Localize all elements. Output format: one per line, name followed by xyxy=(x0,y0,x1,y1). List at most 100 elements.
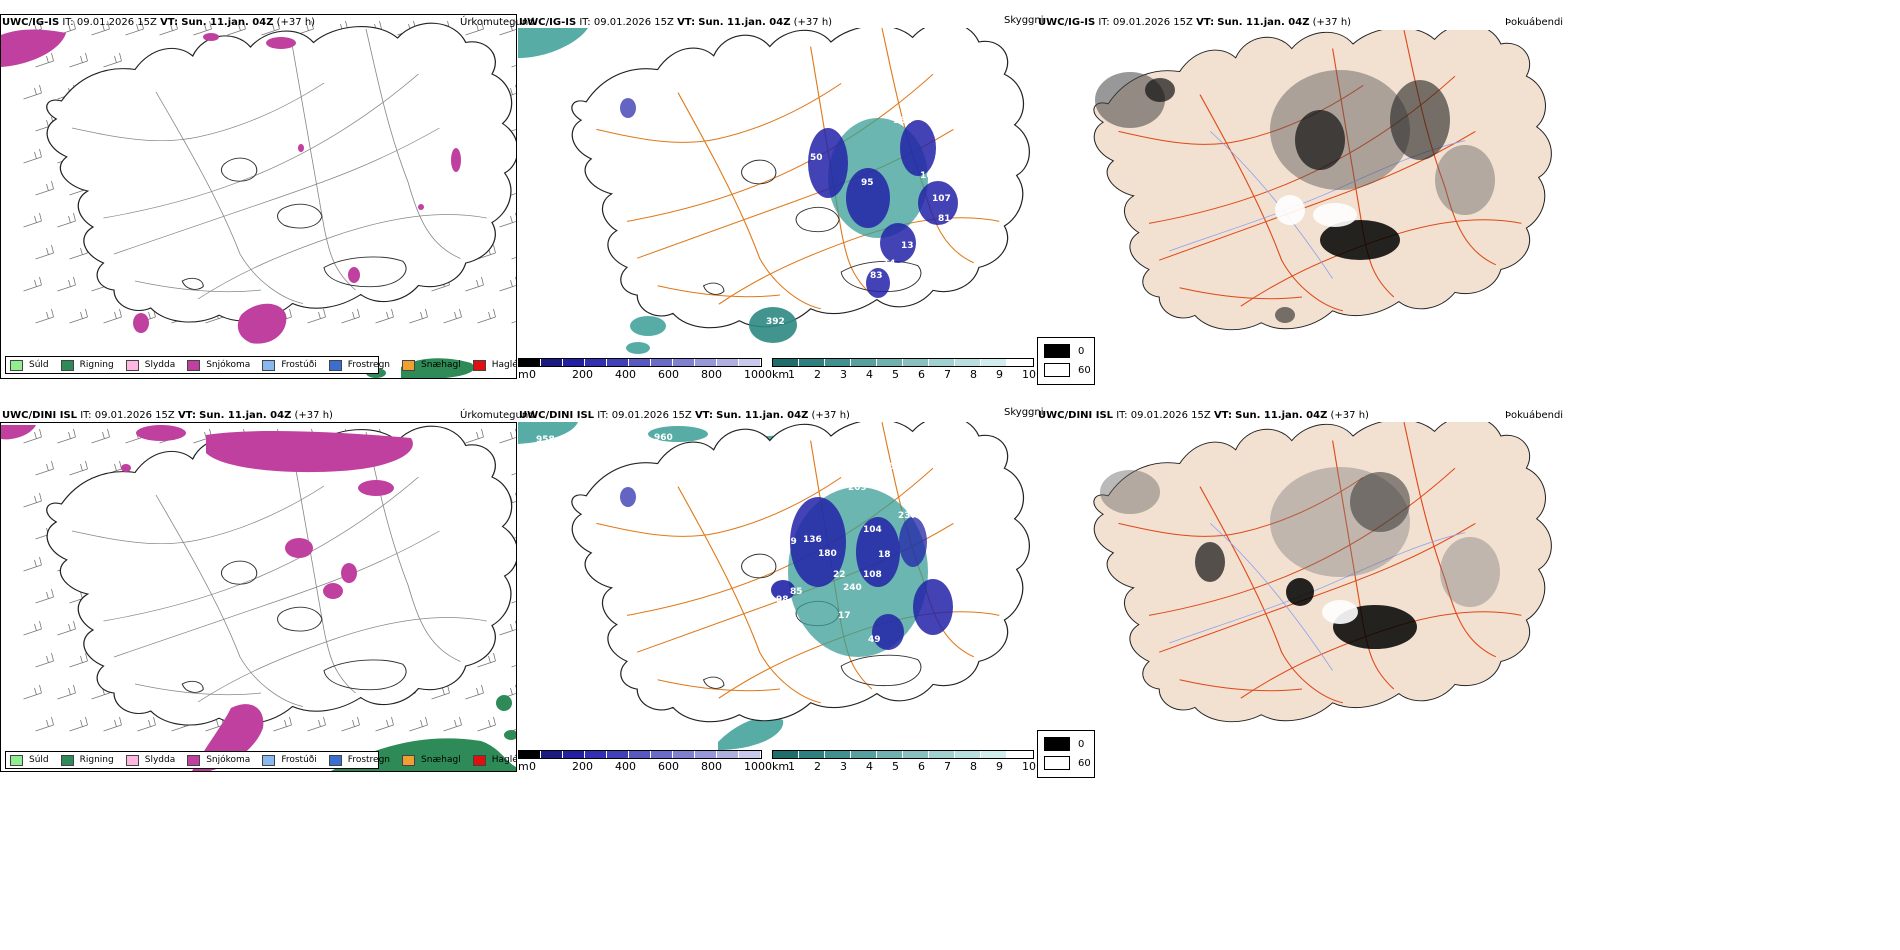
wind-barb xyxy=(499,212,516,228)
colorbar-tick: 200 xyxy=(572,760,593,773)
wind-barb xyxy=(477,716,496,732)
legend-swatch xyxy=(402,359,416,371)
fog-low-label: 60 xyxy=(1078,758,1091,769)
legend-label: Rigning xyxy=(79,360,114,370)
fog-high-label: 0 xyxy=(1078,346,1085,357)
visibility-panel-ig: 162 50 95 16 107 81 18 12 13 14 83 392 xyxy=(518,28,1038,358)
wind-barb xyxy=(511,129,516,132)
wind-barb xyxy=(307,716,326,732)
visibility-value: 108 xyxy=(863,570,882,580)
visibility-value: 49 xyxy=(868,635,881,645)
visibility-panel-dini: 958 960 959 957 163 209 84 237 192 119 136 180 104 18… xyxy=(518,422,1038,750)
colorbar-tick: 1000 xyxy=(744,368,772,381)
colorbar-tick: 1000 xyxy=(744,760,772,773)
wind-barb xyxy=(499,428,516,444)
colorbar-height-ig: m 0 200 400 600 800 1000 xyxy=(518,358,772,384)
legend-item: Snjókoma xyxy=(187,359,250,371)
wind-barb xyxy=(57,276,76,292)
legend-label: Haglél xyxy=(491,755,516,765)
wind-barb xyxy=(23,492,42,508)
legend-label: Frostregn xyxy=(347,755,391,765)
colorbar-tick: 7 xyxy=(944,760,951,773)
wind-barb xyxy=(511,729,516,732)
visibility-patches xyxy=(620,487,953,657)
wind-barb xyxy=(69,460,88,476)
visibility-value: 237 xyxy=(898,511,917,521)
snow-areas xyxy=(1,425,413,771)
visibility-value: 392 xyxy=(766,317,785,327)
colorbar-tick: 9 xyxy=(996,760,1003,773)
colorbar-tick: 3 xyxy=(840,760,847,773)
precip-type-map-ig xyxy=(1,20,516,378)
colorbar-tick: 2 xyxy=(814,760,821,773)
legend-swatch xyxy=(472,359,486,371)
colorbar-tick: 7 xyxy=(944,368,951,381)
legend-swatch xyxy=(60,754,74,766)
fog-legend-ig: 0 60 xyxy=(1037,337,1095,385)
wind-barb xyxy=(375,716,394,732)
wind-barb xyxy=(35,180,54,196)
colorbar-tick: 10 xyxy=(1022,368,1036,381)
legend-item: Frostúði xyxy=(262,359,317,371)
visibility-value: 163 xyxy=(882,462,901,472)
wind-barb xyxy=(511,321,516,324)
wind-barb xyxy=(375,308,394,324)
wind-barb xyxy=(307,308,326,324)
wind-barb xyxy=(511,65,516,68)
legend-item: Frostúði xyxy=(262,754,317,766)
precip-legend-dini: Súld Rigning Slydda Snjókoma Frostúði Frostre… xyxy=(5,751,516,769)
visibility-value: 85 xyxy=(790,587,803,597)
wind-barb xyxy=(23,684,42,700)
wind-barb xyxy=(23,148,42,164)
legend-swatch xyxy=(402,754,416,766)
visibility-value: 75 xyxy=(948,583,961,593)
fog-shading xyxy=(1095,70,1495,323)
title-fog-ig: Þokuábendi xyxy=(1505,17,1564,28)
wind-barb xyxy=(91,20,110,36)
wind-barb xyxy=(23,428,42,444)
colorbar-tick: 1 xyxy=(788,368,795,381)
legend-label: Rigning xyxy=(79,755,114,765)
visibility-value: 81 xyxy=(938,214,951,224)
wind-barb xyxy=(91,428,110,444)
wind-barb xyxy=(443,716,462,732)
legend-swatch xyxy=(328,754,342,766)
fog-low-swatch xyxy=(1044,363,1070,377)
colorbar-tick: 4 xyxy=(866,368,873,381)
legend-swatch xyxy=(328,359,342,371)
legend-label: Haglél xyxy=(491,360,516,370)
colorbar-tick: 800 xyxy=(701,368,722,381)
wind-barb xyxy=(23,556,42,572)
title-fog-dini: Þokuábendi xyxy=(1505,410,1564,421)
wind-barb xyxy=(137,716,156,732)
visibility-value: 84 xyxy=(900,495,913,505)
wind-barb xyxy=(465,276,484,292)
wind-barb xyxy=(23,620,42,636)
colorbar-tick: 200 xyxy=(572,368,593,381)
header-ig-p3: UWC/IG-IS IT: 09.01.2026 15Z VT: Sun. 11… xyxy=(1038,17,1352,28)
colorbar-tick: 2 xyxy=(814,368,821,381)
legend-item: Rigning xyxy=(60,359,114,371)
wind-barb xyxy=(69,652,88,668)
visibility-value: 180 xyxy=(818,549,837,559)
title-precip-type-ig: Úrkomutegund xyxy=(460,17,535,28)
visibility-value: 18 xyxy=(956,209,969,219)
wind-barb xyxy=(103,52,122,68)
wind-barb xyxy=(35,716,54,732)
visibility-value: 162 xyxy=(893,116,912,126)
fog-map-ig xyxy=(1093,30,1552,331)
visibility-value: 16 xyxy=(920,171,933,181)
wind-barb xyxy=(499,20,516,36)
wind-barb xyxy=(499,620,516,636)
iceland-coastline xyxy=(571,28,1031,329)
legend-swatch xyxy=(10,359,23,371)
colorbar-tick: 8 xyxy=(970,760,977,773)
visibility-value: 50 xyxy=(810,153,823,163)
title-precip-type-dini: Úrkomutegund xyxy=(460,410,535,421)
legend-item: Rigning xyxy=(60,754,114,766)
header-ig-p1: UWC/IG-IS IT: 09.01.2026 15Z VT: Sun. 11… xyxy=(2,17,316,28)
wind-barb xyxy=(465,428,484,444)
precip-type-panel-dini: Súld Rigning Slydda Snjókoma Frostúði Frostre… xyxy=(0,422,517,772)
wind-barb xyxy=(69,52,88,68)
